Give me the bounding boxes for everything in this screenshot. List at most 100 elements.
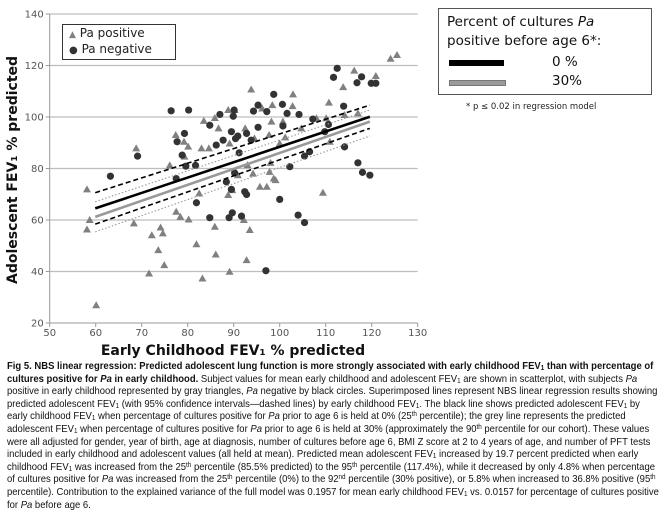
- legend-label: Pa negative: [81, 42, 152, 56]
- circle-point: [242, 190, 251, 199]
- triangle-point: [197, 144, 206, 152]
- caption-text: Pa: [20, 498, 33, 511]
- circle-point: [279, 122, 287, 130]
- caption-line: Fig 5. NBS linear regression: Predicted …: [7, 360, 659, 373]
- y-tick-label: 20: [31, 319, 44, 330]
- caption-line: predicted adolescent FEV1 (with 95% conf…: [7, 398, 659, 411]
- triangle-point: [241, 124, 250, 132]
- caption-text: was increased from the 25: [113, 473, 228, 486]
- circle-point: [216, 110, 224, 119]
- caption-text: vs. 0.0157 for percentage of cultures po…: [467, 485, 659, 498]
- circle-point: [106, 172, 115, 180]
- triangle-point: [198, 274, 207, 282]
- y-tick-label: 140: [25, 10, 44, 21]
- triangle-point: [158, 229, 167, 237]
- circle-point: [358, 168, 367, 176]
- circle-point: [185, 106, 193, 114]
- caption-line: percentile). Contribution to the explain…: [7, 486, 659, 499]
- caption-text: percentile (0%) to the 92: [232, 473, 339, 486]
- caption-text: for: [7, 498, 21, 511]
- triangle-point: [224, 191, 233, 199]
- caption-text: th: [227, 474, 233, 482]
- circle-point: [354, 159, 362, 167]
- circle-point: [212, 141, 220, 149]
- triangle-point: [147, 231, 156, 239]
- legend-label-30pct: 30%: [552, 73, 583, 89]
- triangle-point: [85, 216, 94, 223]
- caption-text: percentile (117.4%), while it decreased …: [357, 460, 656, 473]
- x-axis-title: Early Childhood FEV₁ % predicted: [101, 343, 365, 359]
- circle-point: [262, 267, 270, 275]
- triangle-point: [171, 131, 180, 139]
- caption-text: 1: [115, 402, 120, 410]
- triangle-point: [278, 117, 287, 125]
- caption-text: percentile). Contribution to the explain…: [7, 485, 464, 498]
- triangle-point: [156, 223, 165, 231]
- caption-text: negative by black circles. Superimposed …: [257, 385, 658, 398]
- caption-text: 1: [463, 490, 468, 498]
- caption-text: increased by 19.7 percent predicted when…: [436, 448, 639, 461]
- caption-text: percentile for our cohort). These values: [481, 422, 650, 435]
- caption-text: Fig 5. NBS linear regression: Predicted …: [7, 360, 541, 372]
- triangle-point: [160, 261, 169, 269]
- legend-title-text: positive before age 6*:: [447, 33, 602, 49]
- triangle-point: [325, 137, 334, 145]
- circle-point: [249, 107, 258, 115]
- caption-text: included in early childhood and adolesce…: [7, 448, 433, 461]
- caption-text: adolescent FEV: [7, 422, 74, 435]
- circle-point: [247, 136, 255, 144]
- caption-line: positive in early childhood represented …: [7, 385, 659, 398]
- triangle-point: [82, 185, 91, 193]
- triangle-point: [371, 72, 380, 80]
- caption-text: Pa: [625, 372, 638, 385]
- circle-point: [227, 128, 235, 136]
- grey-line-swatch: [449, 80, 506, 86]
- circle-point: [178, 151, 186, 159]
- x-tick-label: 70: [135, 328, 148, 339]
- triangle-point: [265, 167, 274, 175]
- circle-marker-icon: ●: [69, 45, 78, 56]
- caption-line: were all adjusted for gender, year of bi…: [7, 436, 659, 449]
- caption-text: of cultures positive for: [7, 473, 102, 486]
- triangle-point: [318, 188, 327, 196]
- circle-point: [309, 115, 317, 123]
- triangle-point: [245, 226, 254, 234]
- triangle-point: [180, 137, 189, 145]
- x-tick-label: 90: [227, 328, 240, 339]
- triangle-point: [324, 98, 333, 106]
- triangle-point: [192, 240, 201, 248]
- x-tick-label: 130: [408, 328, 427, 339]
- triangle-point: [176, 212, 185, 220]
- circle-point: [133, 152, 142, 160]
- black-line-swatch: [449, 60, 504, 66]
- line-legend: Percent of cultures Pa positive before a…: [438, 8, 652, 95]
- triangle-point: [145, 269, 154, 277]
- caption-line: childhood FEV1 was increased from the 25…: [7, 461, 659, 474]
- circle-point: [372, 79, 380, 87]
- circle-point: [294, 211, 302, 219]
- x-tick-label: 110: [316, 328, 335, 339]
- caption-text: . The black line shows predicted adolesc…: [419, 397, 624, 410]
- circle-point: [333, 64, 341, 72]
- legend-entry-pa-negative: ● Pa negative: [69, 42, 152, 58]
- caption-line: cultures positive for Pa in early childh…: [7, 373, 659, 386]
- circle-point: [295, 110, 303, 119]
- caption-text: are shown in scatterplot, with subjects: [460, 372, 626, 385]
- triangle-point: [247, 85, 256, 93]
- legend-label: Pa positive: [79, 26, 145, 40]
- y-tick-label: 60: [31, 216, 44, 227]
- circle-point: [231, 169, 239, 177]
- marker-legend: ▲ Pa positive ● Pa negative: [62, 24, 176, 60]
- caption-text: percentile (30% positive), or 5.8% when …: [345, 473, 651, 486]
- caption-text: th: [352, 461, 358, 469]
- legend-entry-pa-positive: ▲ Pa positive: [69, 26, 145, 43]
- caption-text: 1: [68, 465, 73, 473]
- triangle-point: [154, 246, 163, 254]
- y-axis-title: Adolescent FEV₁ % predicted: [5, 56, 21, 284]
- triangle-point: [322, 114, 331, 122]
- triangle-point: [184, 215, 193, 223]
- triangle-point: [210, 114, 219, 122]
- triangle-point: [233, 171, 242, 179]
- triangle-point: [92, 301, 101, 309]
- circle-point: [227, 185, 235, 193]
